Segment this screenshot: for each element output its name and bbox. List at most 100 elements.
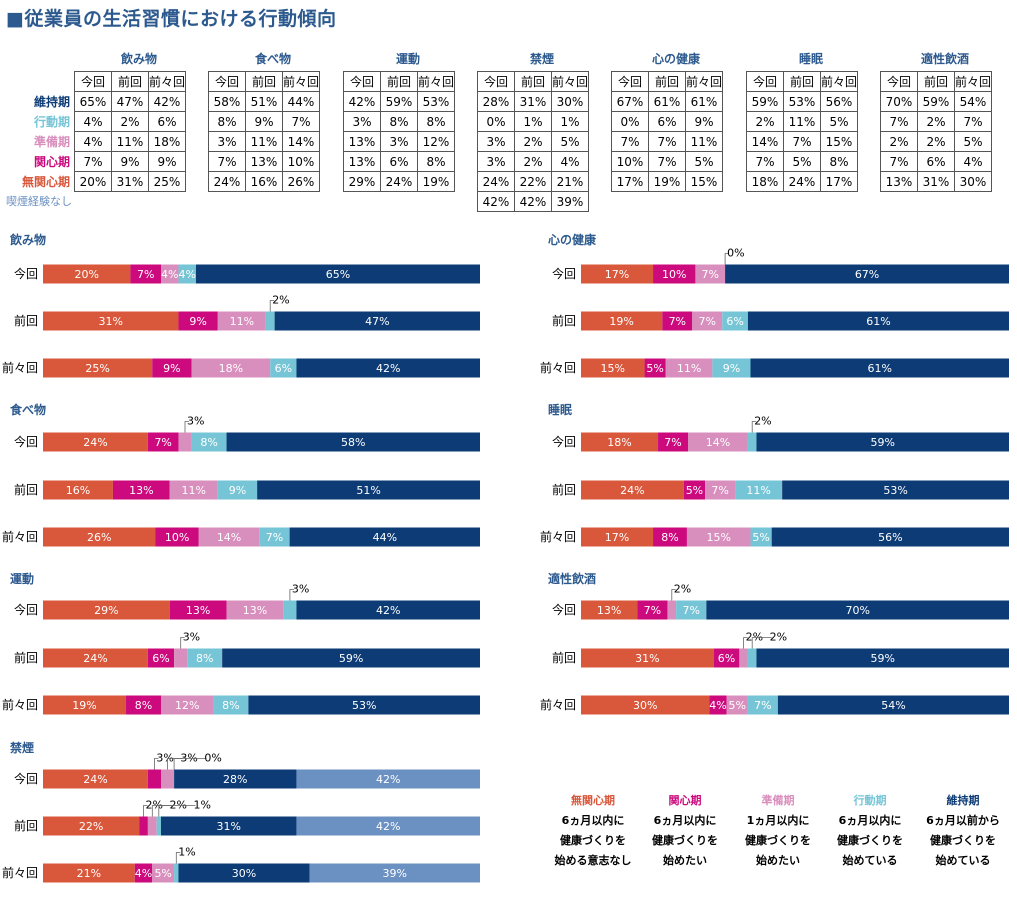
category-label: 前々回 [540, 697, 576, 712]
summary-row: 3% 2% 4% [478, 152, 589, 172]
summary-cell: 2% [918, 132, 955, 152]
summary-row: 67% 61% 61% [612, 92, 723, 112]
summary-cell: 7% [955, 112, 992, 132]
summary-row: 42% 59% 53% [344, 92, 455, 112]
chart-title: 睡眠 [548, 402, 572, 417]
summary-row: 0% 6% 9% [612, 112, 723, 132]
bar-value-label: 12% [175, 699, 199, 712]
summary-title-4: 心の健康 [611, 50, 741, 67]
summary-cell: 2% [881, 132, 918, 152]
summary-cell: 18% [747, 172, 784, 192]
legend-description: 始めている [913, 851, 1013, 871]
summary-row: 8% 9% 7% [209, 112, 320, 132]
summary-cell: 4% [75, 132, 112, 152]
legend-item-3: 行動期 6ヵ月以内に 健康づくりを 始めている [820, 791, 920, 871]
bar-value-label: 11% [182, 484, 206, 497]
category-label: 今回 [552, 266, 576, 281]
bar-value-callout: 3% [156, 752, 173, 765]
bar-segment [739, 649, 748, 668]
bar-value-label: 24% [620, 484, 644, 497]
summary-row: 3% 11% 14% [209, 132, 320, 152]
bar-value-label: 21% [77, 867, 101, 880]
summary-cell: 5% [784, 152, 821, 172]
summary-cell: 24% [478, 172, 515, 192]
legend-item-0: 無関心期 6ヵ月以内に 健康づくりを 始める意志なし [543, 791, 643, 871]
summary-cell: 12% [418, 132, 455, 152]
summary-cell: 24% [381, 172, 418, 192]
bar-value-callout: 2% [746, 631, 763, 644]
summary-col-header: 前々回 [686, 72, 723, 92]
summary-cell: 22% [515, 172, 552, 192]
bar-segment [748, 433, 757, 452]
bar-value-label: 7% [754, 699, 771, 712]
summary-cell: 31% [515, 92, 552, 112]
bar-value-callout: 1% [178, 846, 195, 859]
summary-title-1: 食べ物 [208, 50, 338, 67]
summary-col-header: 前回 [784, 72, 821, 92]
summary-cell: 18% [149, 132, 186, 152]
summary-row: 42% 42% 39% [478, 192, 589, 212]
category-label: 前回 [14, 482, 38, 497]
legend-description: 健康づくりを [820, 831, 920, 851]
summary-row: 10% 7% 5% [612, 152, 723, 172]
bar-value-label: 15% [601, 362, 625, 375]
summary-row: 3% 8% 8% [344, 112, 455, 132]
summary-cell: 8% [418, 152, 455, 172]
bar-value-label: 13% [597, 604, 621, 617]
bar-segment [174, 864, 178, 883]
legend-stage-name: 無関心期 [543, 791, 643, 811]
legend-description: 健康づくりを [913, 831, 1013, 851]
summary-cell: 5% [686, 152, 723, 172]
summary-title-5: 睡眠 [746, 50, 876, 67]
bar-value-label: 31% [99, 315, 123, 328]
bar-value-label: 56% [878, 531, 902, 544]
category-label: 前々回 [540, 529, 576, 544]
summary-cell: 2% [112, 112, 149, 132]
summary-col-header: 前回 [515, 72, 552, 92]
bar-value-label: 16% [66, 484, 90, 497]
bar-segment [148, 817, 157, 836]
bar-value-label: 11% [677, 362, 701, 375]
bar-segment [148, 770, 161, 789]
category-label: 今回 [14, 434, 38, 449]
bar-value-label: 7% [664, 436, 681, 449]
bar-value-callout: 2% [146, 799, 163, 812]
row-label-5: 喫煙経験なし [0, 193, 72, 209]
legend-description: 健康づくりを [635, 831, 735, 851]
summary-cell: 6% [918, 152, 955, 172]
summary-cell: 5% [955, 132, 992, 152]
bar-value-label: 61% [868, 362, 892, 375]
summary-cell: 56% [821, 92, 858, 112]
page-root: ■従業員の生活習慣における行動傾向 飲み物 今回 20% 7% 4% 4% 65% 前回 31%… [0, 0, 1017, 908]
bar-value-label: 10% [662, 268, 686, 281]
category-label: 今回 [14, 602, 38, 617]
summary-cell: 65% [75, 92, 112, 112]
bar-value-label: 58% [341, 436, 365, 449]
summary-cell: 9% [112, 152, 149, 172]
summary-cell: 0% [612, 112, 649, 132]
summary-row: 20% 31% 25% [75, 172, 186, 192]
bar-value-label: 8% [135, 699, 152, 712]
bar-value-label: 31% [635, 652, 659, 665]
summary-cell: 3% [381, 132, 418, 152]
bar-value-label: 42% [376, 820, 400, 833]
category-label: 前回 [552, 313, 576, 328]
bar-value-label: 51% [356, 484, 380, 497]
chart-title: 飲み物 [9, 232, 46, 247]
legend-description: 6ヵ月以内に [543, 811, 643, 831]
summary-cell: 7% [209, 152, 246, 172]
bar-value-label: 5% [686, 484, 703, 497]
summary-cell: 0% [478, 112, 515, 132]
category-label: 前回 [14, 818, 38, 833]
bar-value-label: 61% [866, 315, 890, 328]
summary-cell: 28% [478, 92, 515, 112]
summary-row: 7% 13% 10% [209, 152, 320, 172]
summary-table-1: 今回 前回 前々回 58% 51% 44% 8% 9% 7% 3% 11% 14% 7% 13% 10% 24… [208, 71, 320, 192]
bar-value-label: 17% [605, 531, 629, 544]
legend-stage-name: 準備期 [728, 791, 828, 811]
summary-col-header: 前々回 [283, 72, 320, 92]
summary-cell: 61% [686, 92, 723, 112]
bar-value-label: 14% [217, 531, 241, 544]
summary-cell: 42% [344, 92, 381, 112]
bar-value-label: 9% [723, 362, 740, 375]
